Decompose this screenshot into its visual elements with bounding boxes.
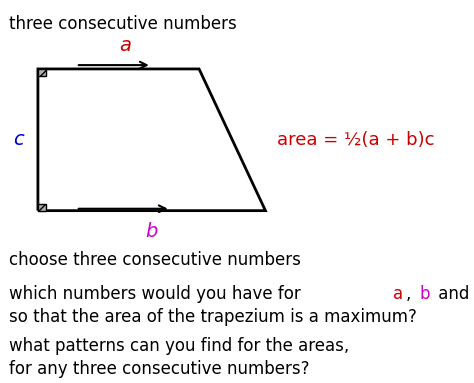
Text: choose three consecutive numbers: choose three consecutive numbers [9, 251, 301, 269]
Text: what patterns can you find for the areas,: what patterns can you find for the areas… [9, 337, 350, 355]
Text: for any three consecutive numbers?: for any three consecutive numbers? [9, 360, 310, 378]
Text: and: and [433, 285, 474, 303]
Text: area = ½(a + b)c: area = ½(a + b)c [277, 131, 434, 149]
Polygon shape [38, 69, 46, 76]
Text: ,: , [406, 285, 416, 303]
Polygon shape [38, 204, 46, 211]
Text: c: c [13, 130, 23, 149]
Text: which numbers would you have for: which numbers would you have for [9, 285, 307, 303]
Text: a: a [392, 285, 403, 303]
Text: a: a [119, 36, 132, 56]
Text: so that the area of the trapezium is a maximum?: so that the area of the trapezium is a m… [9, 308, 417, 326]
Text: b: b [146, 222, 158, 241]
Text: three consecutive numbers: three consecutive numbers [9, 15, 237, 33]
Text: b: b [419, 285, 430, 303]
